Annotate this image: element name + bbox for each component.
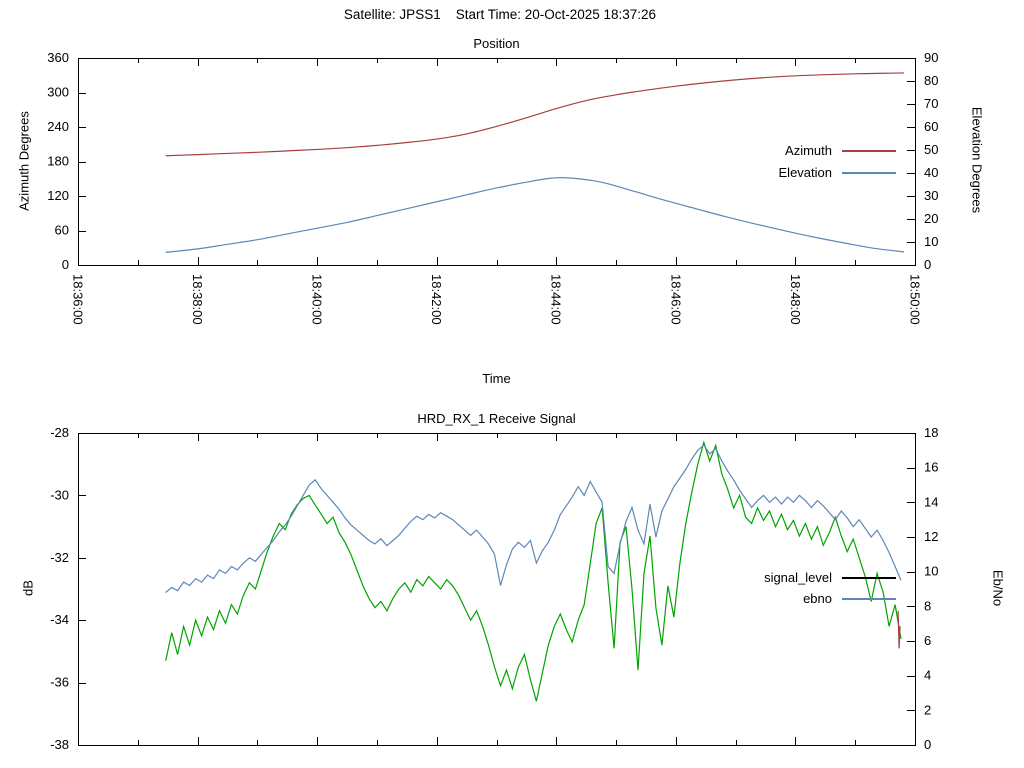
series-signal_level: [165, 440, 902, 702]
svg-text:18:42:00: 18:42:00: [429, 274, 444, 325]
svg-text:40: 40: [924, 165, 938, 180]
svg-text:14: 14: [924, 494, 938, 509]
ebno-axis-title: Eb/No: [990, 569, 1006, 607]
svg-text:240: 240: [47, 119, 69, 134]
svg-text:360: 360: [47, 50, 69, 65]
svg-text:20: 20: [924, 211, 938, 226]
legend-label-elevation: Elevation: [778, 165, 832, 180]
svg-text:18:46:00: 18:46:00: [668, 274, 683, 325]
legend-line-signal-level: [842, 577, 896, 579]
svg-text:0: 0: [924, 737, 931, 752]
svg-text:30: 30: [924, 188, 938, 203]
svg-text:-36: -36: [50, 675, 69, 690]
time-axis-title: Time: [482, 371, 511, 386]
svg-text:18: 18: [924, 425, 938, 440]
series-end-marker: [897, 610, 901, 649]
svg-text:0: 0: [62, 257, 69, 272]
elevation-axis-title: Elevation Degrees: [969, 106, 985, 214]
svg-text:0: 0: [924, 257, 931, 272]
svg-text:8: 8: [924, 598, 931, 613]
svg-text:16: 16: [924, 460, 938, 475]
svg-text:10: 10: [924, 234, 938, 249]
svg-text:-30: -30: [50, 487, 69, 502]
svg-text:80: 80: [924, 73, 938, 88]
legend-label-signal-level: signal_level: [764, 570, 832, 585]
svg-text:-32: -32: [50, 550, 69, 565]
svg-text:300: 300: [47, 85, 69, 100]
svg-text:4: 4: [924, 668, 931, 683]
series-ebno: [165, 444, 902, 593]
svg-text:18:44:00: 18:44:00: [549, 274, 564, 325]
svg-text:50: 50: [924, 142, 938, 157]
legend-line-ebno: [842, 598, 896, 600]
series-elevation: [165, 176, 905, 253]
svg-text:2: 2: [924, 702, 931, 717]
chart-1-frame: [78, 433, 916, 746]
svg-text:-34: -34: [50, 612, 69, 627]
svg-text:18:48:00: 18:48:00: [788, 274, 803, 325]
legend-label-azimuth: Azimuth: [785, 143, 832, 158]
series-azimuth: [165, 72, 905, 157]
legend-line-azimuth: [842, 150, 896, 152]
svg-text:70: 70: [924, 96, 938, 111]
legend-label-ebno: ebno: [803, 591, 832, 606]
svg-text:60: 60: [924, 119, 938, 134]
svg-text:6: 6: [924, 633, 931, 648]
svg-text:18:50:00: 18:50:00: [907, 274, 922, 325]
legend-line-elevation: [842, 172, 896, 174]
svg-text:18:36:00: 18:36:00: [70, 274, 85, 325]
azimuth-axis-title: Azimuth Degrees: [16, 111, 32, 211]
receive-signal-chart-title: HRD_RX_1 Receive Signal: [417, 411, 576, 426]
svg-text:-38: -38: [50, 737, 69, 752]
page-title: Satellite: JPSS1 Start Time: 20-Oct-2025…: [343, 7, 657, 22]
svg-text:-28: -28: [50, 425, 69, 440]
svg-text:120: 120: [47, 188, 69, 203]
svg-text:12: 12: [924, 529, 938, 544]
position-chart-title: Position: [473, 36, 520, 51]
svg-text:18:38:00: 18:38:00: [190, 274, 205, 325]
svg-text:180: 180: [47, 154, 69, 169]
chart-0-frame: [78, 58, 916, 266]
svg-text:60: 60: [55, 223, 69, 238]
svg-text:18:40:00: 18:40:00: [310, 274, 325, 325]
db-axis-title: dB: [20, 580, 36, 596]
svg-text:10: 10: [924, 564, 938, 579]
svg-text:90: 90: [924, 50, 938, 65]
